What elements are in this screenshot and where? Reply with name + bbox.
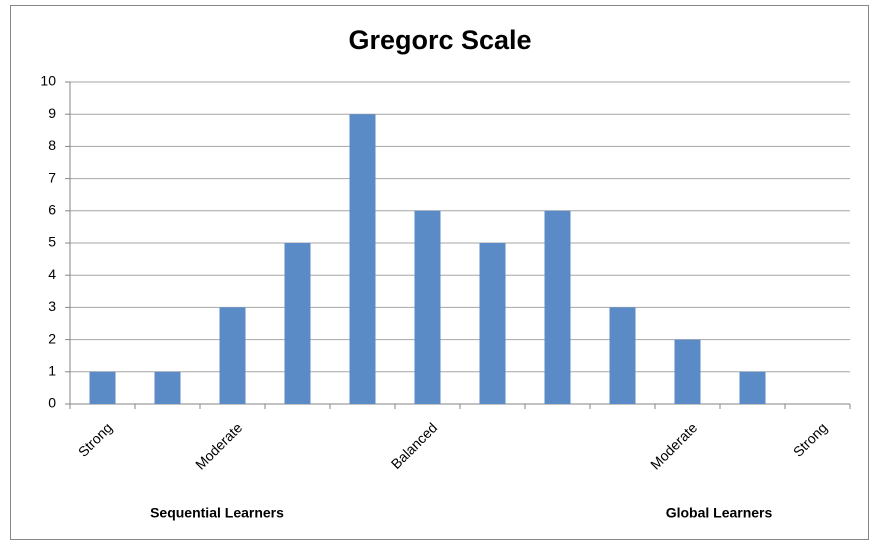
bar: [609, 307, 636, 404]
bar: [89, 371, 116, 404]
y-tick-label: 4: [48, 266, 56, 282]
y-tick-label: 10: [40, 73, 56, 89]
bar: [349, 114, 376, 404]
bar: [284, 243, 311, 404]
y-tick-label: 5: [48, 234, 56, 250]
y-tick-label: 3: [48, 298, 56, 314]
bar: [219, 307, 246, 404]
bar: [154, 371, 181, 404]
bar: [544, 210, 571, 404]
y-tick-label: 2: [48, 330, 56, 346]
bar: [479, 243, 506, 404]
annotation: Global Learners: [666, 505, 773, 521]
bar: [674, 339, 701, 404]
bar: [739, 371, 766, 404]
y-tick-label: 8: [48, 137, 56, 153]
annotation: Sequential Learners: [150, 505, 284, 521]
chart-title: Gregorc Scale: [348, 25, 531, 55]
y-tick-label: 0: [48, 395, 56, 411]
bar: [414, 210, 441, 404]
y-tick-label: 9: [48, 105, 56, 121]
y-tick-label: 7: [48, 169, 56, 185]
y-tick-label: 6: [48, 202, 56, 218]
y-tick-label: 1: [48, 363, 56, 379]
